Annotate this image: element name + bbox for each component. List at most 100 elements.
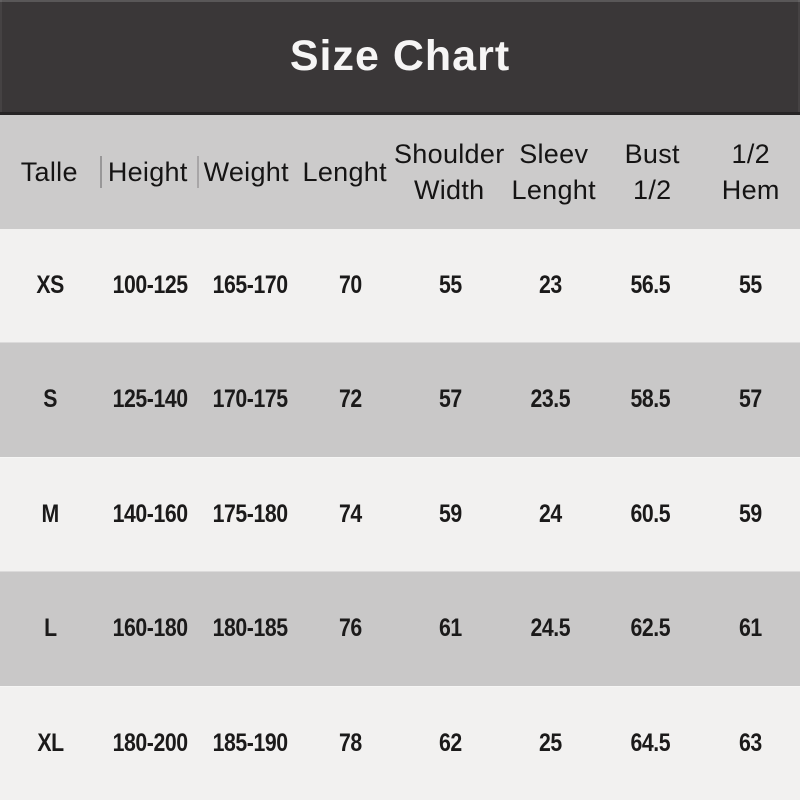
cell-text: 59: [438, 499, 462, 528]
cell-text: 175-180: [212, 499, 288, 528]
header-divider: [100, 155, 102, 188]
cell-text: 24.5: [530, 614, 570, 643]
half-hem-cell: 57: [700, 343, 800, 457]
title-bar: Size Chart: [0, 0, 800, 115]
cell-text: 57: [438, 385, 462, 414]
bust-half-cell: 56.5: [600, 229, 700, 343]
height-cell: 180-200: [100, 687, 200, 800]
size-cell: XS: [0, 229, 100, 343]
header-label: Lenght: [511, 174, 596, 205]
header-label: Sleev: [519, 138, 589, 169]
sleev-lenght-cell: 24: [500, 458, 600, 572]
sleev-lenght-cell: 24.5: [500, 572, 600, 686]
header-label: 1/2: [633, 174, 672, 205]
cell-text: 64.5: [630, 728, 670, 757]
cell-text: 59: [738, 499, 762, 528]
lenght-cell: 70: [300, 229, 400, 343]
cell-text: 25: [538, 728, 562, 757]
header-cell-bust-half: Bust 1/2: [603, 115, 702, 229]
weight-cell: 185-190: [200, 687, 300, 800]
cell-text: 55: [438, 270, 462, 299]
header-cell-lenght: Lenght: [296, 115, 395, 229]
cell-text: 55: [738, 270, 762, 299]
header-label: Bust: [624, 138, 680, 169]
header-cell-shoulder-width: Shoulder Width: [394, 115, 504, 229]
cell-text: 76: [338, 614, 362, 643]
size-table: Talle Height Weight Lenght Shoulder Widt…: [0, 115, 800, 800]
header-cell-weight: Weight: [197, 115, 296, 229]
header-label: Shoulder: [394, 138, 505, 169]
lenght-cell: 72: [300, 343, 400, 457]
cell-text: 61: [738, 614, 762, 643]
shoulder-width-cell: 57: [400, 343, 500, 457]
cell-text: 58.5: [630, 385, 670, 414]
header-label: Hem: [721, 174, 780, 205]
half-hem-cell: 55: [700, 229, 800, 343]
height-cell: 100-125: [100, 229, 200, 343]
half-hem-cell: 61: [700, 572, 800, 686]
header-label: 1/2: [731, 138, 770, 169]
bust-half-cell: 64.5: [600, 687, 700, 800]
cell-text: 62: [438, 728, 462, 757]
shoulder-width-cell: 55: [400, 229, 500, 343]
table-row-xs: XS 100-125 165-170 70 55 23 56.5 55: [0, 228, 800, 343]
size-cell: XL: [0, 687, 100, 800]
shoulder-width-cell: 62: [400, 687, 500, 800]
cell-text: 74: [338, 499, 362, 528]
cell-text: 125-140: [112, 385, 188, 414]
cell-text: M: [41, 499, 59, 528]
cell-text: 185-190: [212, 728, 288, 757]
cell-text: S: [43, 385, 57, 414]
sleev-lenght-cell: 25: [500, 687, 600, 800]
cell-text: 180-200: [112, 728, 188, 757]
cell-text: L: [43, 614, 57, 643]
cell-text: 23: [538, 270, 562, 299]
size-cell: M: [0, 458, 100, 572]
lenght-cell: 74: [300, 458, 400, 572]
cell-text: 62.5: [630, 614, 670, 643]
cell-text: 70: [338, 270, 362, 299]
table-row-m: M 140-160 175-180 74 59 24 60.5 59: [0, 456, 800, 572]
header-label: Width: [413, 174, 485, 205]
header-cell-half-hem: 1/2 Hem: [701, 115, 800, 229]
header-cell-height: Height: [99, 115, 198, 229]
header-cell-sleev-lenght: Sleev Lenght: [504, 115, 603, 229]
lenght-cell: 76: [300, 572, 400, 686]
header-label: Weight: [203, 156, 289, 187]
cell-text: 165-170: [212, 270, 288, 299]
cell-text: 57: [738, 385, 762, 414]
bust-half-cell: 58.5: [600, 343, 700, 457]
cell-text: 140-160: [112, 499, 188, 528]
table-header-row: Talle Height Weight Lenght Shoulder Widt…: [0, 115, 800, 229]
header-label: Lenght: [302, 156, 387, 187]
size-cell: L: [0, 572, 100, 686]
cell-text: 100-125: [112, 270, 188, 299]
cell-text: 23.5: [530, 385, 570, 414]
sleev-lenght-cell: 23: [500, 229, 600, 343]
bust-half-cell: 60.5: [600, 458, 700, 572]
header-divider: [197, 155, 199, 188]
half-hem-cell: 63: [700, 687, 800, 800]
cell-text: XL: [36, 728, 64, 757]
shoulder-width-cell: 61: [400, 572, 500, 686]
cell-text: 72: [338, 385, 362, 414]
weight-cell: 180-185: [200, 572, 300, 686]
cell-text: 63: [738, 728, 762, 757]
weight-cell: 170-175: [200, 343, 300, 457]
lenght-cell: 78: [300, 687, 400, 800]
table-row-l: L 160-180 180-185 76 61 24.5 62.5 61: [0, 571, 800, 686]
table-row-xl: XL 180-200 185-190 78 62 25 64.5 63: [0, 685, 800, 800]
cell-text: 170-175: [212, 385, 288, 414]
table-row-s: S 125-140 170-175 72 57 23.5 58.5 57: [0, 342, 800, 457]
bust-half-cell: 62.5: [600, 572, 700, 686]
half-hem-cell: 59: [700, 458, 800, 572]
cell-text: 24: [538, 499, 562, 528]
height-cell: 160-180: [100, 572, 200, 686]
cell-text: 60.5: [630, 499, 670, 528]
height-cell: 125-140: [100, 343, 200, 457]
size-cell: S: [0, 343, 100, 457]
sleev-lenght-cell: 23.5: [500, 343, 600, 457]
header-cell-talle: Talle: [0, 115, 99, 229]
header-label: Height: [107, 156, 188, 187]
